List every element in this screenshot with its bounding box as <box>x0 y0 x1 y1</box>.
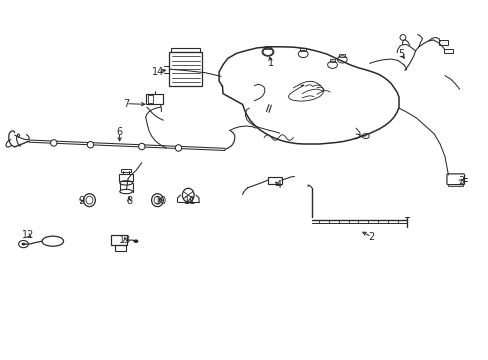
Bar <box>267 177 281 184</box>
Ellipse shape <box>175 145 182 151</box>
Text: 4: 4 <box>275 180 281 190</box>
Bar <box>447 184 462 186</box>
Bar <box>438 40 447 45</box>
Bar <box>119 174 133 181</box>
Ellipse shape <box>138 143 144 150</box>
Bar <box>300 48 305 51</box>
Text: 10: 10 <box>154 196 167 206</box>
Text: 5: 5 <box>397 49 403 59</box>
Ellipse shape <box>120 189 132 194</box>
Bar <box>147 95 152 103</box>
Bar <box>115 245 126 251</box>
Ellipse shape <box>87 141 94 148</box>
Text: 7: 7 <box>123 99 129 109</box>
Bar <box>443 49 452 53</box>
Text: 11: 11 <box>183 196 196 206</box>
Bar <box>121 169 131 172</box>
Circle shape <box>133 239 138 243</box>
Bar <box>111 235 127 245</box>
Bar <box>145 94 163 104</box>
Text: 6: 6 <box>116 127 122 138</box>
Text: 8: 8 <box>126 196 132 206</box>
Bar <box>264 46 270 49</box>
Ellipse shape <box>50 140 57 146</box>
Text: 1: 1 <box>267 58 273 68</box>
Text: 3: 3 <box>457 176 463 186</box>
Bar <box>339 54 345 57</box>
Text: 14: 14 <box>152 67 164 77</box>
Text: 12: 12 <box>21 230 34 240</box>
Bar <box>171 48 200 52</box>
Text: 2: 2 <box>368 232 374 242</box>
Text: 13: 13 <box>119 235 131 246</box>
Bar <box>329 59 335 62</box>
Bar <box>169 52 202 86</box>
Circle shape <box>21 243 25 246</box>
Text: 9: 9 <box>79 196 84 206</box>
